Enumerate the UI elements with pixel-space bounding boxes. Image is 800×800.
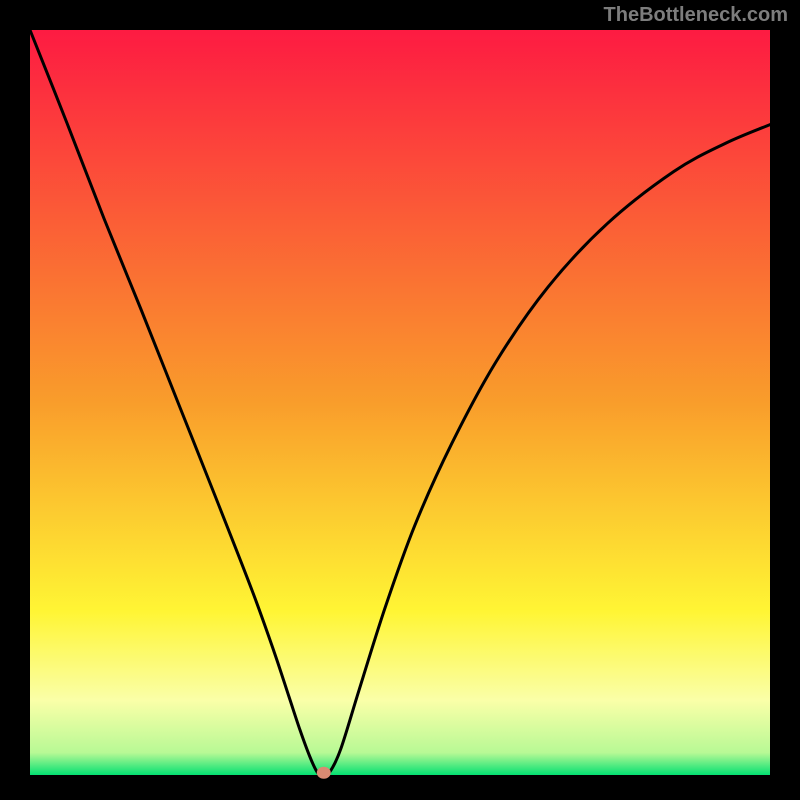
chart-overlay	[0, 0, 800, 800]
stage: TheBottleneck.com	[0, 0, 800, 800]
watermark-text: TheBottleneck.com	[604, 4, 788, 27]
minimum-marker	[317, 767, 331, 779]
bottleneck-curve	[30, 30, 770, 775]
